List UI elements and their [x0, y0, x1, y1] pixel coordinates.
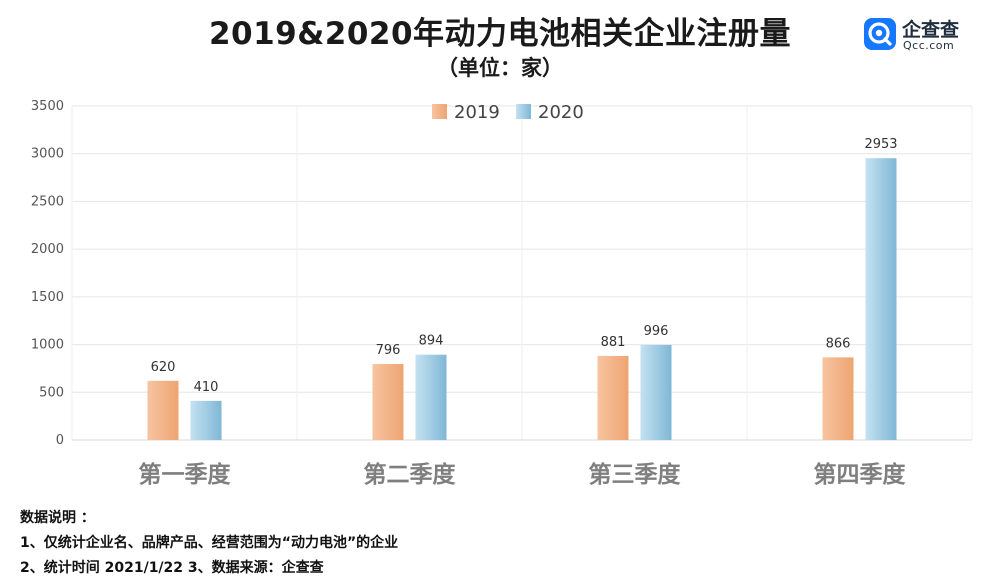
- y-tick-label: 500: [39, 385, 64, 400]
- bar-2019: [372, 364, 404, 440]
- bar-2020: [640, 344, 672, 440]
- bar-2019: [822, 357, 854, 440]
- notes-heading: 数据说明 ：: [20, 510, 95, 526]
- legend-swatch-2020: [516, 104, 531, 119]
- data-label: 2953: [864, 137, 897, 152]
- notes-line-2: 2、统计时间 2021/1/22 3、数据来源：企查查: [20, 560, 324, 576]
- x-tick-label: 第一季度: [139, 461, 232, 488]
- qcc-logo: 企查查 Qcc.com: [864, 14, 984, 54]
- data-label: 996: [644, 324, 669, 339]
- x-tick-label: 第三季度: [589, 461, 682, 488]
- qcc-logo-icon: [864, 18, 896, 50]
- data-label: 410: [194, 380, 219, 395]
- bar-2019: [147, 380, 179, 440]
- data-label: 866: [826, 336, 851, 351]
- y-tick-label: 1000: [31, 338, 64, 353]
- data-label: 881: [601, 335, 626, 350]
- y-tick-label: 2500: [31, 194, 64, 209]
- x-tick-label: 第四季度: [814, 461, 907, 488]
- bar-chart: 0 500 1000 1500 2000 2500 3000 3500 620 410 第一季度 79…: [31, 99, 973, 488]
- bar-2020: [190, 400, 222, 440]
- y-tick-label: 2000: [31, 242, 64, 257]
- legend-swatch-2019: [432, 104, 447, 119]
- data-label: 620: [151, 360, 176, 375]
- chart-title: 2019&2020年动力电池相关企业注册量: [208, 16, 792, 52]
- legend-label: 2019: [454, 102, 500, 123]
- notes-line-1: 1、仅统计企业名、品牌产品、经营范围为“动力电池”的企业: [20, 535, 399, 551]
- bar-2019: [597, 355, 629, 440]
- data-label: 796: [376, 343, 401, 358]
- y-tick-label: 1500: [31, 290, 64, 305]
- data-notes: 数据说明 ： 1、仅统计企业名、品牌产品、经营范围为“动力电池”的企业 2、统计…: [20, 506, 398, 581]
- bar-2020: [415, 354, 447, 440]
- bar-2020: [865, 158, 897, 440]
- x-tick-label: 第二季度: [364, 461, 457, 488]
- y-tick-label: 0: [56, 433, 64, 448]
- chart-subtitle: （单位：家）: [437, 56, 563, 80]
- qcc-logo-domain: Qcc.com: [903, 39, 955, 52]
- legend-label: 2020: [538, 102, 584, 123]
- data-label: 894: [419, 334, 444, 349]
- y-tick-label: 3500: [31, 99, 64, 114]
- y-tick-label: 3000: [31, 147, 64, 162]
- qcc-logo-name: 企查查: [902, 19, 960, 41]
